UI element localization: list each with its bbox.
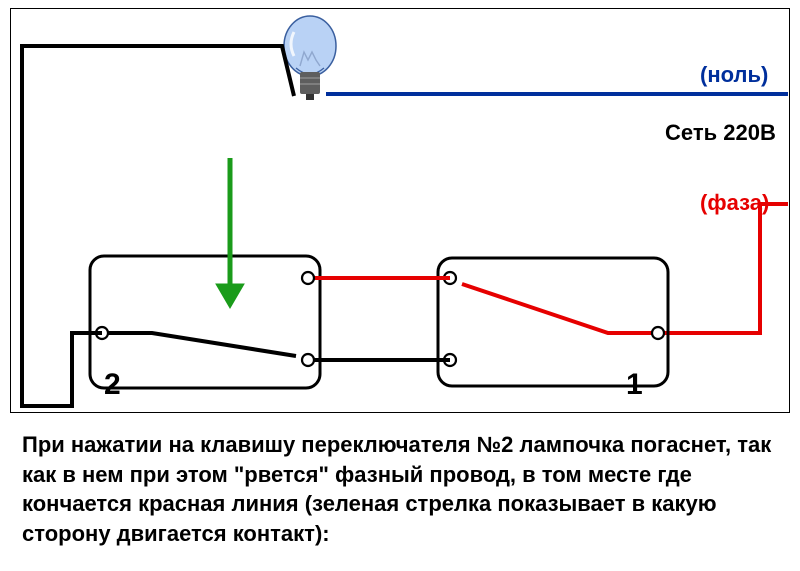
- switch-2-contact: [102, 333, 296, 356]
- neutral-label: (ноль): [700, 62, 768, 88]
- switch2-to-bulb-wire: [22, 46, 294, 406]
- switch-1-number: 1: [626, 368, 643, 402]
- circuit-diagram: [10, 8, 790, 413]
- switch-2-number: 2: [104, 368, 121, 402]
- phase-label: (фаза): [700, 190, 769, 216]
- switch-1-contact: [462, 284, 658, 333]
- phase-wire-main: [658, 204, 788, 333]
- switch-1-box: [438, 258, 668, 386]
- caption-text: При нажатии на клавишу переключателя №2 …: [22, 430, 782, 549]
- switch-2-box: [90, 256, 320, 388]
- direction-arrow-icon: [216, 158, 244, 308]
- mains-label: Сеть 220В: [665, 120, 776, 146]
